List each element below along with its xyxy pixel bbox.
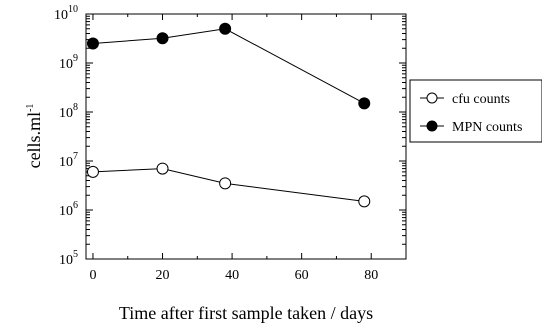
x-tick-labels: 0 20 40 60 80: [89, 268, 378, 283]
x-tick-label: 20: [156, 268, 170, 283]
data-point-cfu: [156, 162, 169, 175]
data-point-mpn: [219, 22, 232, 35]
y-tick-base: 10: [59, 204, 73, 219]
y-tick-label: 108: [59, 102, 78, 121]
y-tick-exponent: 10: [68, 4, 78, 15]
x-tick-label: 40: [225, 268, 239, 283]
series-layer: [86, 22, 371, 208]
y-tick-label: 109: [59, 53, 78, 72]
y-axis-label-text: cells.ml: [24, 112, 44, 169]
data-point-mpn: [86, 37, 99, 50]
plot-frame: [85, 13, 407, 260]
y-tick-label: 1010: [54, 4, 78, 23]
legend-label-mpn: MPN counts: [452, 120, 522, 135]
y-tick-label: 105: [59, 249, 78, 268]
y-tick-exponent: 6: [73, 200, 78, 211]
legend-box: [409, 79, 542, 143]
x-tick-label: 0: [89, 268, 96, 283]
data-point-mpn: [156, 32, 169, 45]
y-tick-base: 10: [59, 57, 73, 72]
y-tick-base: 10: [59, 106, 73, 121]
legend-marker-mpn: [426, 120, 438, 132]
data-point-cfu: [358, 195, 371, 208]
axis-ticks: [86, 13, 406, 260]
y-axis-label: cells.ml-1: [24, 104, 44, 169]
data-point-mpn: [358, 97, 371, 110]
y-tick-base: 10: [54, 8, 68, 23]
series-line-cfu: [92, 168, 365, 202]
y-tick-label: 107: [59, 151, 78, 170]
y-tick-exponent: 8: [73, 102, 78, 113]
legend-marker-cfu: [426, 92, 438, 104]
x-tick-label: 60: [295, 268, 309, 283]
y-tick-base: 10: [59, 155, 73, 170]
series-line-mpn: [92, 28, 365, 104]
y-tick-exponent: 7: [73, 151, 78, 162]
x-axis-label: Time after first sample taken / days: [119, 303, 373, 323]
y-axis-label-superscript: -1: [25, 104, 36, 112]
x-tick-label: 80: [364, 268, 378, 283]
data-point-cfu: [219, 177, 232, 190]
data-point-cfu: [86, 165, 99, 178]
y-tick-exponent: 9: [73, 53, 78, 64]
legend-label-cfu: cfu counts: [452, 92, 510, 107]
y-tick-exponent: 5: [73, 249, 78, 260]
y-tick-base: 10: [59, 253, 73, 268]
legend: cfu counts MPN counts: [409, 79, 542, 143]
y-tick-label: 106: [59, 200, 78, 219]
